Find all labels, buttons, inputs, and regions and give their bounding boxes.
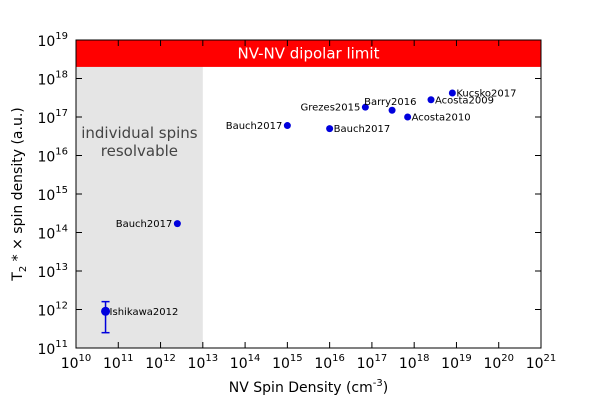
data-point-9: Kucsko2017 — [448, 89, 516, 100]
x-axis-title-end: ) — [383, 380, 388, 396]
point-marker — [101, 306, 111, 316]
shaded-region — [76, 40, 203, 348]
x-tick-label: 1013 — [188, 353, 219, 372]
x-tick-label: 1019 — [441, 353, 472, 372]
y-tick-label: 1012 — [37, 301, 68, 320]
y-tick-label: 1015 — [37, 185, 68, 204]
point-marker — [283, 122, 291, 130]
data-point-8: Acosta2009 — [427, 95, 494, 106]
x-tick-label: 1011 — [103, 353, 134, 372]
point-label: Bauch2017 — [116, 219, 173, 230]
y-tick-label: 1011 — [37, 339, 68, 358]
x-tick-label: 1020 — [483, 353, 514, 372]
point-label: Kucsko2017 — [456, 89, 516, 100]
x-tick-label: 1016 — [314, 353, 345, 372]
limit-band-label: NV-NV dipolar limit — [238, 44, 380, 62]
x-axis-title-main: NV Spin Density (cm — [229, 380, 373, 396]
y-tick-label: 1013 — [37, 262, 68, 281]
y-axis-title: T2 * × spin density (a.u.) — [10, 107, 29, 281]
data-point-5: Grezes2015 — [301, 103, 369, 114]
point-label: Grezes2015 — [301, 103, 361, 114]
point-label: Acosta2010 — [412, 113, 471, 124]
point-label: Bauch2017 — [226, 121, 283, 132]
point-label: Barry2016 — [364, 97, 416, 108]
x-tick-label: 1015 — [272, 353, 303, 372]
data-point-6: Barry2016 — [364, 97, 416, 114]
point-marker — [404, 113, 412, 121]
data-point-1: Ishikawa2012 — [101, 300, 179, 334]
x-tick-label: 1017 — [357, 353, 388, 372]
data-points: Ishikawa2012 Bauch2017 Bauch2017 Bauch2017 G… — [101, 89, 516, 334]
x-tick-label: 1012 — [145, 353, 176, 372]
point-marker — [326, 125, 334, 133]
point-marker — [427, 96, 435, 104]
point-marker — [388, 106, 396, 114]
point-label: Acosta2009 — [435, 95, 494, 106]
y-axis-title-sub: 2 — [18, 266, 29, 272]
y-axis-title-end: * × spin density (a.u.) — [10, 107, 26, 266]
data-point-7: Acosta2010 — [404, 113, 471, 124]
point-label: Ishikawa2012 — [110, 307, 179, 318]
y-tick-label: 1019 — [37, 31, 68, 50]
shaded-region-label-line2: resolvable — [101, 142, 178, 160]
point-marker — [173, 220, 181, 228]
y-tick-label: 1018 — [37, 70, 68, 89]
y-tick-label: 1014 — [37, 224, 68, 243]
plot-frame — [75, 39, 542, 349]
y-tick-label: 1017 — [37, 108, 68, 127]
shaded-region-label-line1: individual spins — [81, 124, 198, 142]
axis-ticks: 1010 1011 1012 1013 1014 1015 1016 1017 1018 1019… — [37, 31, 556, 372]
x-tick-label: 1018 — [399, 353, 430, 372]
data-point-4: Bauch2017 — [326, 124, 390, 135]
y-axis-title-main: T — [10, 272, 26, 282]
y-tick-label: 1016 — [37, 147, 68, 166]
data-point-2: Bauch2017 — [116, 219, 181, 230]
x-axis-title: NV Spin Density (cm-3) — [229, 378, 388, 396]
data-point-3: Bauch2017 — [226, 121, 291, 132]
x-axis-title-sup: -3 — [373, 378, 383, 389]
point-marker — [448, 89, 456, 97]
x-tick-label: 1010 — [61, 353, 92, 372]
point-marker — [361, 103, 369, 111]
point-label: Bauch2017 — [334, 124, 391, 135]
x-tick-label: 1021 — [526, 353, 557, 372]
x-tick-label: 1014 — [230, 353, 261, 372]
limit-band — [76, 40, 541, 67]
